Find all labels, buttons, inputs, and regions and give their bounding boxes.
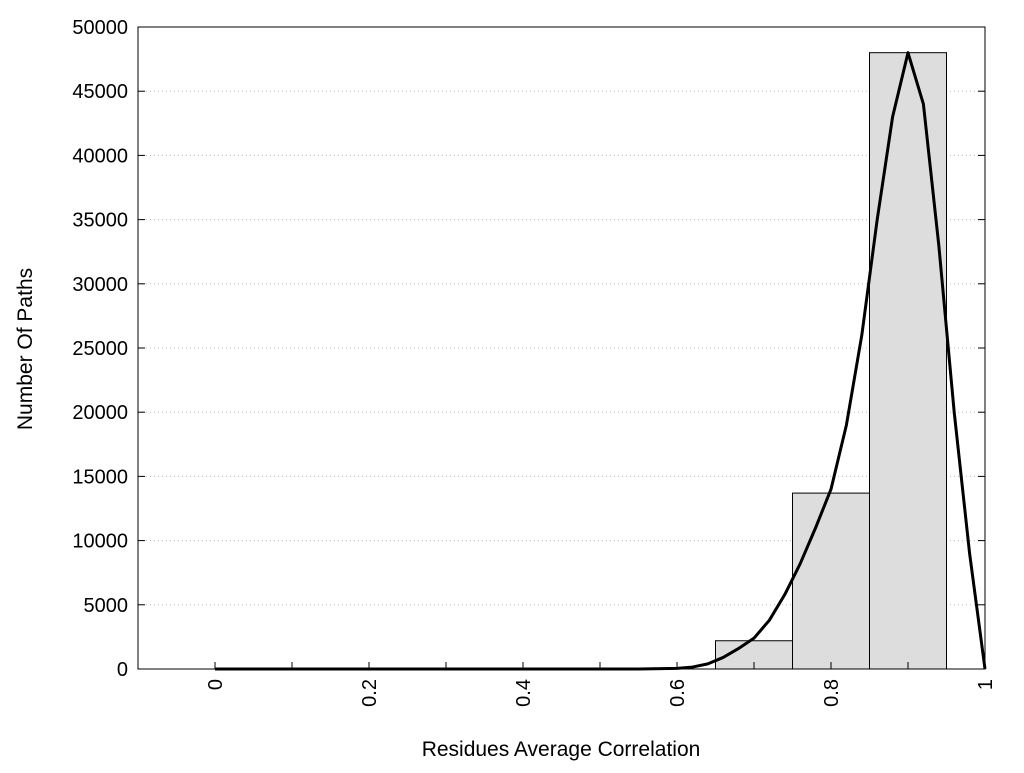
y-tick-label: 40000 [72,145,128,167]
y-tick-label: 45000 [72,81,128,103]
x-tick-label: 0.6 [667,679,689,707]
y-axis-title: Number Of Paths [14,268,37,430]
y-tick-label: 35000 [72,210,128,232]
x-axis-title: Residues Average Correlation [422,738,701,761]
y-tick-label: 25000 [72,338,128,360]
y-tick-label: 10000 [72,531,128,553]
y-tick-label: 50000 [72,17,128,39]
y-tick-label: 20000 [72,402,128,424]
bars-layer [715,52,947,670]
x-tick-label: 1 [975,679,997,690]
x-tick-label: 0.4 [513,679,535,707]
y-tick-label: 0 [117,659,128,681]
x-tick-label: 0.2 [359,679,381,707]
y-tick-label: 30000 [72,274,128,296]
ticks-layer: 0 5000 10000 15000 20000 25000 30000 35000 40000… [72,17,997,707]
y-tick-label: 15000 [72,466,128,488]
y-tick-label: 5000 [84,595,129,617]
x-tick-label: 0 [205,679,227,690]
histogram-bar [869,52,947,670]
histogram-bar [792,492,870,670]
x-tick-label: 0.8 [821,679,843,707]
